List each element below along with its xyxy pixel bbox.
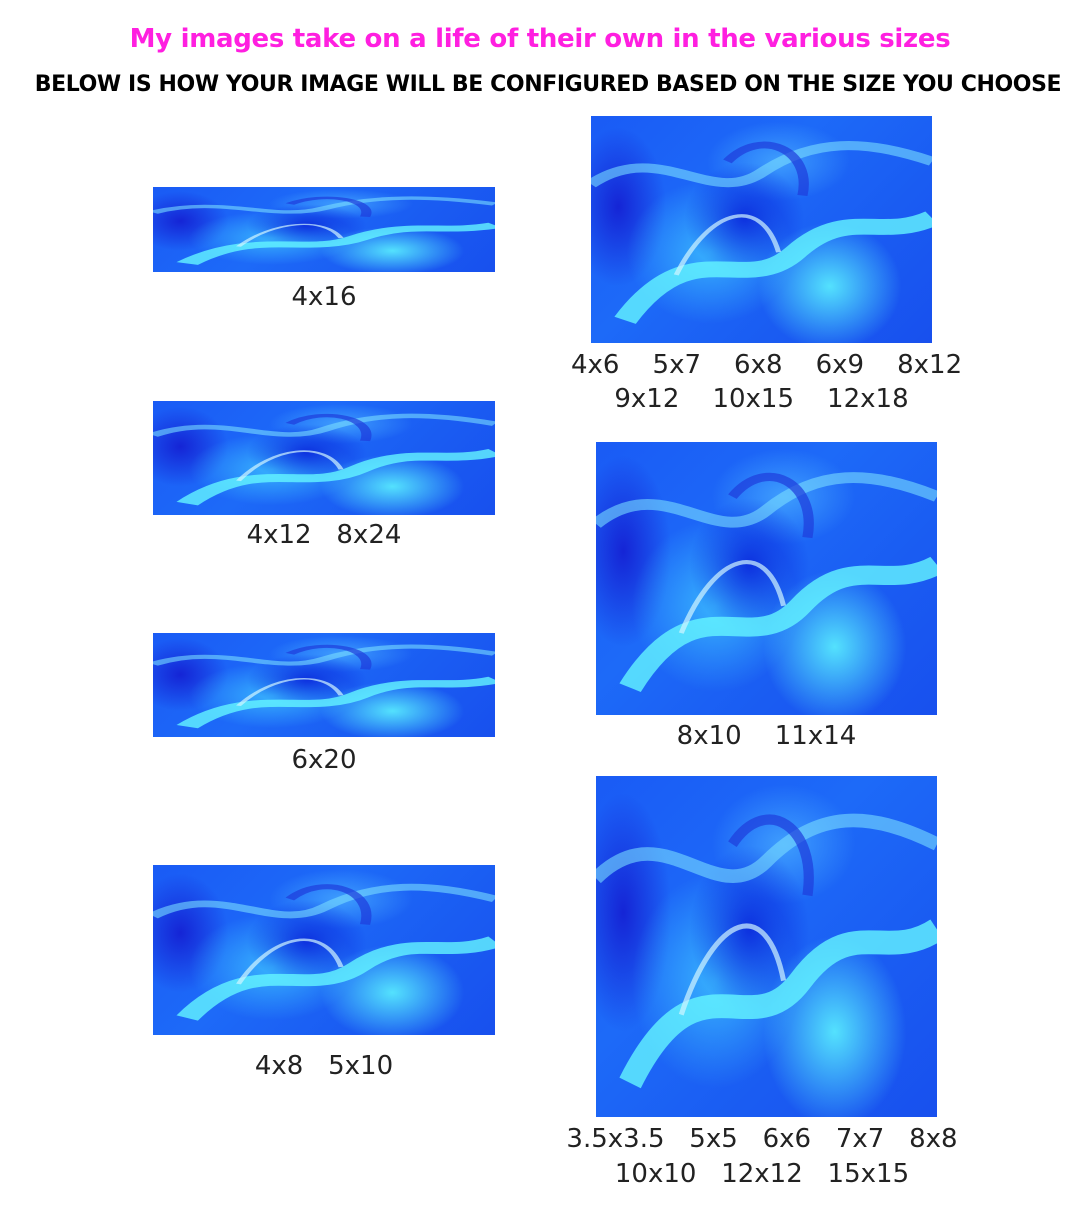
preview-image-4x6 xyxy=(591,116,932,343)
abstract-wave-art xyxy=(596,472,937,692)
size-label: 6x20 xyxy=(291,745,357,775)
subheadline: BELOW IS HOW YOUR IMAGE WILL BE CONFIGUR… xyxy=(34,72,1062,97)
size-label: 4x6 5x7 6x8 6x9 8x12 xyxy=(571,350,963,380)
abstract-wave-art xyxy=(596,813,937,1089)
abstract-wave-art xyxy=(153,644,495,729)
size-label: 4x12 8x24 xyxy=(246,520,402,550)
preview-image-6x20 xyxy=(153,633,495,737)
abstract-wave-art xyxy=(591,141,932,324)
size-label: 8x10 11x14 xyxy=(676,721,857,751)
headline: My images take on a life of their own in… xyxy=(129,24,951,54)
abstract-wave-art xyxy=(153,413,495,506)
size-label: 10x10 12x12 15x15 xyxy=(614,1159,910,1189)
size-label: 3.5x3.5 5x5 6x6 7x7 8x8 xyxy=(566,1124,958,1154)
preview-image-8x10 xyxy=(596,442,937,715)
size-label: 9x12 10x15 12x18 xyxy=(614,384,909,414)
preview-image-square xyxy=(596,776,937,1117)
size-label: 4x8 5x10 xyxy=(254,1051,394,1081)
preview-image-4x16 xyxy=(153,187,495,272)
preview-image-4x12 xyxy=(153,401,495,515)
preview-image-4x8 xyxy=(153,865,495,1035)
abstract-wave-art xyxy=(153,196,495,265)
size-label: 4x16 xyxy=(291,282,357,312)
abstract-wave-art xyxy=(153,883,495,1021)
